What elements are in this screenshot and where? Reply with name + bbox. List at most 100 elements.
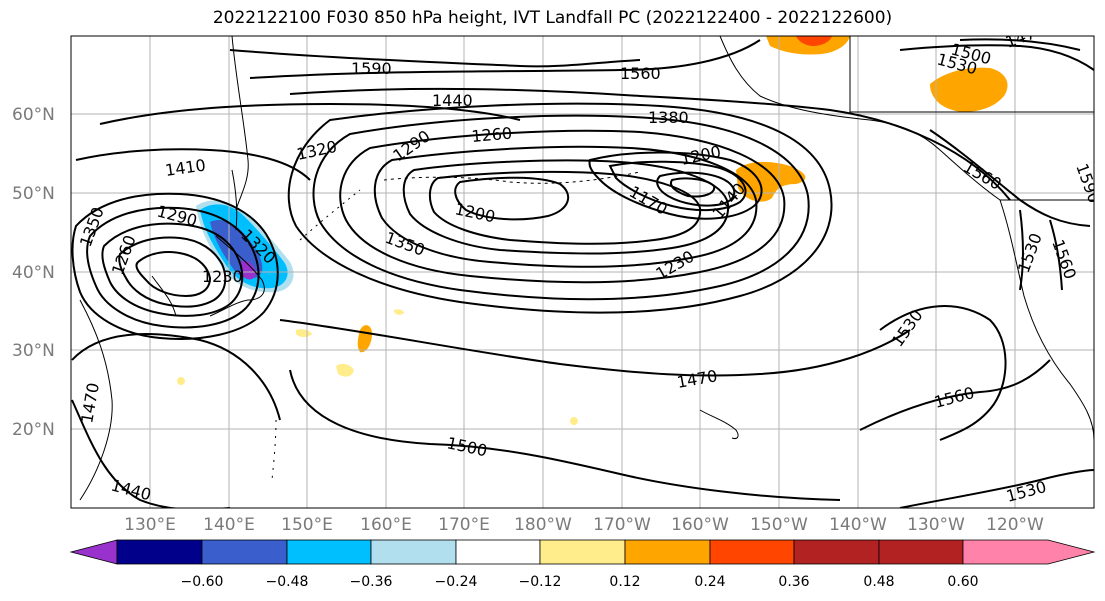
colorbar-segment [370,539,457,565]
colorbar-tick: 0.36 [778,574,809,590]
map-title: 2022122100 F030 850 hPa height, IVT Land… [212,8,893,28]
contour-1200-east [588,151,763,220]
lon-label: 140°E [203,515,255,535]
lat-label: 50°N [12,184,55,204]
china-coast [79,299,113,501]
contour-1140 [656,171,736,207]
contour-1470-north [99,102,521,125]
contour-1590 [229,49,641,68]
lon-label: 150°E [281,515,333,535]
contour-label: 1260 [471,124,513,146]
latitude-labels: 60°N 50°N 40°N 30°N 20°N [12,105,55,440]
colorbar-segment [793,539,880,565]
cyclone-west-outer [71,192,279,340]
contour-label: 1590 [351,59,392,78]
coastlines [79,36,1094,501]
kuril-chain [299,189,361,241]
lat-label: 40°N [12,263,55,283]
contour-1470-ne [959,38,1081,51]
colorbar-tick: 0.60 [947,574,978,590]
contour-1530-se [899,469,1094,508]
lat-label: 20°N [12,420,55,440]
lon-label: 130°E [124,515,176,535]
lon-label: 170°E [438,515,490,535]
colorbar-segment [201,539,288,565]
positive-anomaly-yellow-2 [296,329,312,337]
colorbar-segment [709,539,795,565]
kamchatka-coast [231,36,249,211]
contour-1560-north [249,39,761,79]
lon-label: 150°W [750,515,808,535]
positive-anomaly-red-1 [796,36,832,46]
gridlines [71,36,1094,508]
canada-border [849,36,1094,113]
contour-1470-sw [71,333,281,421]
positive-anomaly-yellow-1 [336,363,354,377]
contour-label: 1380 [648,108,689,127]
colorbar-segment [539,539,626,565]
lon-label: 140°W [829,515,887,535]
contour-1500-ne [899,44,1094,71]
colorbar-ticks: −0.60 −0.48 −0.36 −0.24 −0.12 0.12 0.24 … [181,574,979,590]
colorbar-segment [455,539,541,565]
colorbar-tick: 0.48 [863,574,894,590]
lat-label: 30°N [12,341,55,361]
colorbar-tick: 0.12 [609,574,640,590]
contour-1230 [428,170,702,245]
ivt-shading [177,36,1008,425]
cyclone-west-4 [118,236,227,308]
contour-1110-inner [670,177,716,198]
korea-coast [151,275,177,317]
map-border [70,35,1095,509]
contour-1530-east [1019,209,1024,291]
colorbar-tick: 0.24 [694,574,725,590]
alaska-coast [719,36,1001,201]
cyclone-west-2 [86,206,260,329]
colorbar-segment [116,539,203,565]
contour-label: 1230 [202,267,243,286]
contour-1320 [339,129,786,284]
north-america-west-coast [999,199,1094,441]
longitude-labels: 130°E 140°E 150°E 160°E 170°E 180°W 170°… [124,515,1044,535]
contour-1560-east2 [1049,219,1063,291]
positive-anomaly-orange-1 [766,36,850,55]
contour-1290 [373,145,758,268]
aleutian-chain [383,171,641,184]
lon-label: 160°E [360,515,412,535]
contour-1380 [287,102,833,314]
colorbar-tick: −0.60 [181,574,224,590]
contour-1410 [75,148,311,181]
contour-1200-west [454,176,570,221]
cyclone-west-5 [135,251,212,298]
contour-1500 [289,369,841,501]
height-contours [71,38,1094,508]
contour-1530-south [879,305,1007,441]
positive-anomaly-orange-2 [930,67,1008,112]
colorbar-segment [624,539,711,565]
colorbar-tick: −0.24 [435,574,478,590]
contour-1440-sw [71,399,230,508]
contour-label: 1440 [432,91,473,110]
contour-1470-mid [279,319,911,377]
lon-label: 180°W [514,515,572,535]
cyclone-west-3 [101,222,244,317]
positive-anomaly-yellow-3 [394,309,404,315]
contour-label: 1560 [620,64,661,83]
colorbar [69,539,1096,565]
colorbar-tick: −0.36 [350,574,393,590]
lon-label: 130°W [907,515,965,535]
contour-1350 [312,114,810,301]
colorbar-extend-left [69,539,118,565]
sakhalin-coast [231,169,238,231]
colorbar-tick: −0.12 [519,574,562,590]
negative-anomaly-purple [240,260,256,280]
contour-1530-north [289,87,1011,201]
colorbar-tick: −0.48 [266,574,309,590]
lon-label: 120°W [986,515,1044,535]
colorbar-extend-right [962,539,1096,565]
colorbar-segment [286,539,372,565]
colorbar-segment [878,539,964,565]
lat-label: 60°N [12,105,55,125]
positive-anomaly-dot-1 [177,377,185,385]
